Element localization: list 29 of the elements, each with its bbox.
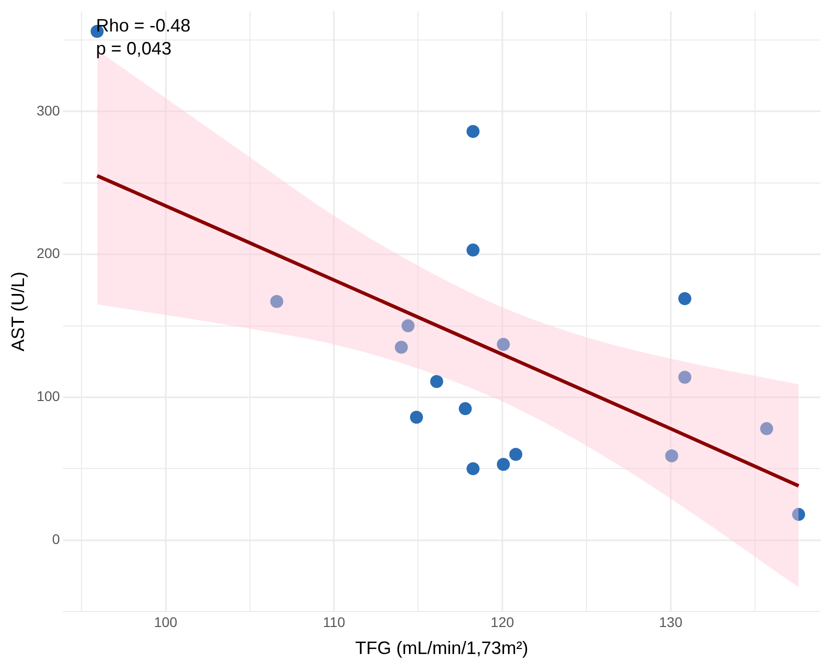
point (466, 244, 480, 257)
y-tick-label: 100 (36, 388, 60, 404)
point (678, 370, 692, 384)
annotation: p = 0,043 (96, 38, 172, 58)
annotation: Rho = -0.48 (96, 15, 191, 36)
point (430, 375, 444, 388)
point (394, 340, 408, 354)
x-tick-label: 130 (658, 614, 683, 630)
y-axis-title: AST (U/L) (8, 272, 28, 352)
point (466, 124, 480, 138)
x-tick-label: 100 (154, 614, 178, 630)
point (678, 292, 692, 306)
x-tick-label: 120 (490, 614, 514, 630)
y-tick-label: 200 (36, 245, 60, 262)
point (410, 410, 423, 424)
x-tick-label: 110 (322, 614, 346, 630)
point (760, 422, 774, 436)
y-tick-label: 300 (36, 102, 60, 118)
x-axis-title: TFG (mL/min/1,73m²) (355, 638, 528, 658)
point (466, 462, 480, 476)
point (496, 338, 510, 351)
y-tick-label: 0 (52, 531, 60, 548)
point (458, 402, 472, 416)
point (402, 319, 415, 332)
point (496, 458, 510, 471)
point (509, 448, 522, 461)
point (665, 449, 678, 462)
point (792, 508, 806, 521)
point (270, 294, 284, 308)
